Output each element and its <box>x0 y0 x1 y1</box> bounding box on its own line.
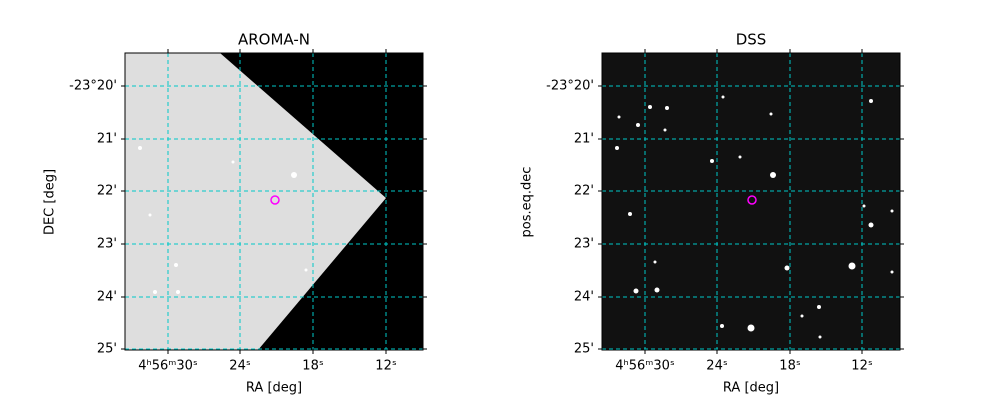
x-tick-label: 18ˢ <box>779 359 801 374</box>
x-tick-label: 4ʰ56ᵐ30ˢ <box>615 359 675 374</box>
x-tick-label: 24ˢ <box>229 359 251 374</box>
y-tick-label: -23°20' <box>69 79 117 94</box>
axes-frame <box>124 52 424 351</box>
x-tick-label: 24ˢ <box>706 359 728 374</box>
y-tick-label: 23' <box>574 237 594 252</box>
image-blank-region <box>220 53 423 350</box>
y-tick-label: -23°20' <box>546 79 594 94</box>
y-axis-label: pos.eq.dec <box>520 167 535 238</box>
image-right <box>602 53 900 350</box>
image-left <box>125 53 423 350</box>
x-axis-label: RA [deg] <box>723 381 779 396</box>
image-background <box>602 53 900 350</box>
target-marker <box>747 195 757 205</box>
y-tick-label: 21' <box>574 132 594 147</box>
y-tick-label: 25' <box>574 342 594 357</box>
y-tick-label: 24' <box>574 290 594 305</box>
y-tick-label: 22' <box>97 184 117 199</box>
stars <box>615 95 894 339</box>
x-tick-label: 18ˢ <box>302 359 324 374</box>
panel-title: AROMA-N <box>238 31 310 49</box>
y-tick-label: 21' <box>97 132 117 147</box>
y-tick-label: 24' <box>97 290 117 305</box>
y-axis-label: DEC [deg] <box>43 169 58 235</box>
stars <box>138 146 308 294</box>
x-axis-label: RA [deg] <box>246 381 302 396</box>
y-tick-label: 23' <box>97 237 117 252</box>
panel-title: DSS <box>736 31 767 49</box>
y-tick-label: 22' <box>574 184 594 199</box>
target-marker <box>270 195 280 205</box>
x-tick-label: 12ˢ <box>851 359 873 374</box>
axes-frame <box>601 52 901 351</box>
y-tick-label: 25' <box>97 342 117 357</box>
x-tick-label: 12ˢ <box>375 359 397 374</box>
x-tick-label: 4ʰ56ᵐ30ˢ <box>138 359 198 374</box>
